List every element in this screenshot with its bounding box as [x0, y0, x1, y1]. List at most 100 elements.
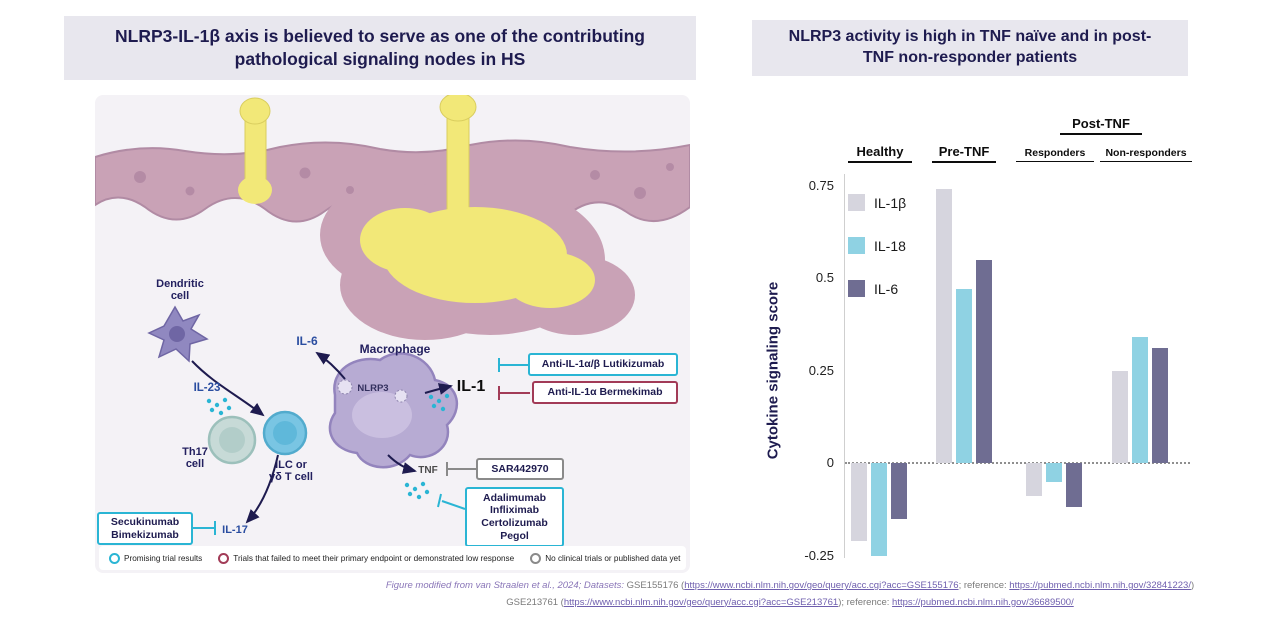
macrophage-label: Macrophage — [360, 342, 431, 356]
chart-legend-item: IL-6 — [848, 280, 898, 297]
footnote-line-2: GSE213761 (https://www.ncbi.nlm.nih.gov/… — [340, 595, 1240, 612]
ilc-cell — [262, 410, 308, 456]
drug-box-tnf-inhibitors: Adalimumab Infliximab Certolizumab Pegol — [465, 487, 564, 547]
chart-legend-item: IL-1β — [848, 194, 906, 211]
il17-label: IL-17 — [222, 524, 248, 536]
legend-swatch — [848, 194, 865, 211]
drug-label-sar442970: SAR442970 — [491, 462, 549, 475]
tee-sar442970 — [446, 462, 476, 476]
group-header-post-tnf: Post-TNF — [1060, 116, 1142, 135]
legend-dot-icon — [109, 552, 120, 564]
macrophage-cell — [328, 352, 459, 469]
left-panel-title-text: NLRP3-IL-1β axis is believed to serve as… — [115, 26, 645, 69]
legend-dot-icon — [218, 552, 230, 564]
footnote-end1: ) — [1190, 580, 1195, 591]
arrow-ilc-to-il17 — [245, 454, 279, 524]
legend-series-label: IL-1β — [874, 194, 907, 211]
bar-IL-18-Pre-TNF — [956, 289, 972, 463]
arrow-macrophage-to-il1 — [424, 383, 453, 395]
tee-tnf-inhibitors — [437, 493, 466, 510]
th17-cell — [207, 415, 257, 465]
legend-swatch — [848, 280, 865, 297]
tee-lutikizumab — [498, 358, 528, 372]
footnote-mid2: ); reference: — [838, 596, 893, 608]
drug-label-bimekizumab: Bimekizumab — [111, 528, 179, 541]
drug-label-lutikizumab: Anti-IL-1α/β Lutikizumab — [541, 358, 665, 371]
group-header-pre-tnf: Pre-TNF — [932, 144, 996, 163]
pubmed-link-32841223[interactable]: https://pubmed.ncbi.nlm.nih.gov/32841223… — [1009, 580, 1191, 591]
cytokine-dots — [206, 393, 450, 500]
ilc-label-2: γδ T cell — [269, 471, 313, 483]
bar-chart: Cytokine signaling score Healthy Pre-TNF… — [760, 110, 1218, 582]
bar-IL-18-Post-TNF Responders — [1046, 463, 1062, 482]
bar-IL-6-Healthy — [891, 463, 907, 519]
footnote-ds2: GSE213761 ( — [506, 596, 564, 608]
il6-label: IL-6 — [296, 334, 318, 348]
legend-label: Trials that failed to meet their primary… — [233, 553, 515, 563]
y-tick-label: 0.25 — [808, 362, 834, 378]
y-tick-label: 0 — [826, 455, 834, 470]
drug-box-lutikizumab: Anti-IL-1α/β Lutikizumab — [528, 353, 678, 376]
abscess-pus — [238, 95, 595, 308]
geo-link-gse213761[interactable]: https://www.ncbi.nlm.nih.gov/geo/query/a… — [563, 596, 839, 608]
drug-label-adalimumab: Adalimumab — [482, 491, 546, 504]
il23-label: IL-23 — [194, 382, 221, 394]
footnote-ds1: GSE155176 ( — [626, 580, 685, 591]
chart-legend-item: IL-18 — [848, 237, 906, 254]
source-footnote: Figure modified from van Straalen et al.… — [340, 578, 1240, 611]
group-header-non-responders: Non-responders — [1100, 147, 1192, 162]
drug-box-bermekimab: Anti-IL-1α Bermekimab — [532, 381, 678, 404]
tee-il17-inhibitors — [193, 521, 216, 535]
drug-box-sar442970: SAR442970 — [476, 458, 564, 480]
bar-IL-1β-Post-TNF Responders — [1026, 463, 1042, 497]
th17-label-2: cell — [186, 458, 204, 470]
bar-IL-18-Post-TNF Non-responders — [1132, 337, 1148, 463]
y-tick-label: 0.75 — [808, 177, 834, 193]
group-header-responders: Responders — [1016, 147, 1094, 162]
drug-label-pegol: Pegol — [500, 529, 529, 542]
nlrp3-label: NLRP3 — [357, 383, 388, 394]
zero-baseline — [845, 462, 1190, 464]
legend-item: Trials that failed to meet their primary… — [218, 552, 515, 564]
arrow-macrophage-to-tnf — [387, 454, 417, 474]
group-header-healthy: Healthy — [848, 144, 912, 163]
drug-box-il17-inhibitors: Secukinumab Bimekizumab — [97, 512, 193, 545]
tee-bermekimab — [498, 386, 530, 400]
bar-IL-1β-Post-TNF Non-responders — [1112, 370, 1128, 463]
drug-label-bermekimab: Anti-IL-1α Bermekimab — [547, 386, 663, 399]
footnote-intro: Figure modified from van Straalen et al.… — [385, 580, 627, 591]
right-panel-title: NLRP3 activity is high in TNF naïve and … — [752, 20, 1188, 76]
legend-item: Promising trial results — [109, 552, 203, 564]
pubmed-link-36689500[interactable]: https://pubmed.ncbi.nlm.nih.gov/36689500… — [892, 596, 1074, 608]
footnote-mid1: ; reference: — [958, 580, 1010, 591]
il1-label: IL-1 — [457, 378, 486, 395]
geo-link-gse155176[interactable]: https://www.ncbi.nlm.nih.gov/geo/query/a… — [684, 580, 959, 591]
y-axis-label: Cytokine signaling score — [764, 281, 782, 460]
bar-IL-1β-Pre-TNF — [936, 189, 952, 463]
legend-item: No clinical trials or published data yet — [530, 552, 680, 564]
drug-label-certolizumab: Certolizumab — [481, 517, 548, 529]
footnote-line-1: Figure modified from van Straalen et al.… — [340, 578, 1240, 595]
bar-IL-18-Healthy — [871, 463, 887, 556]
pathway-diagram: Dendritic cell Th17 cell ILC or γδ T cel… — [95, 95, 690, 573]
pathway-artwork: Dendritic cell Th17 cell ILC or γδ T cel… — [95, 95, 690, 536]
bar-IL-6-Post-TNF Responders — [1066, 463, 1082, 508]
legend-series-label: IL-18 — [874, 237, 906, 254]
legend-series-label: IL-6 — [874, 280, 899, 297]
bar-IL-1β-Healthy — [851, 463, 867, 541]
y-axis-line — [844, 174, 845, 558]
right-panel-title-text: NLRP3 activity is high in TNF naïve and … — [788, 28, 1152, 66]
dendritic-cell-label-1: Dendritic — [156, 278, 204, 290]
arrow-macrophage-to-il6 — [315, 351, 346, 380]
bar-IL-6-Pre-TNF — [976, 259, 992, 463]
signal-arrows — [191, 351, 453, 524]
drug-label-infliximab: Infliximab — [489, 504, 539, 517]
y-tick-label: -0.25 — [804, 547, 834, 563]
drug-label-secukinumab: Secukinumab — [110, 515, 180, 528]
arrow-dendritic-to-ilc — [191, 360, 265, 417]
legend-swatch — [848, 237, 865, 254]
dendritic-cell — [147, 305, 209, 363]
trial-legend: Promising trial results Trials that faile… — [99, 546, 686, 570]
bar-IL-6-Post-TNF Non-responders — [1152, 348, 1168, 463]
legend-label: Promising trial results — [124, 553, 203, 563]
